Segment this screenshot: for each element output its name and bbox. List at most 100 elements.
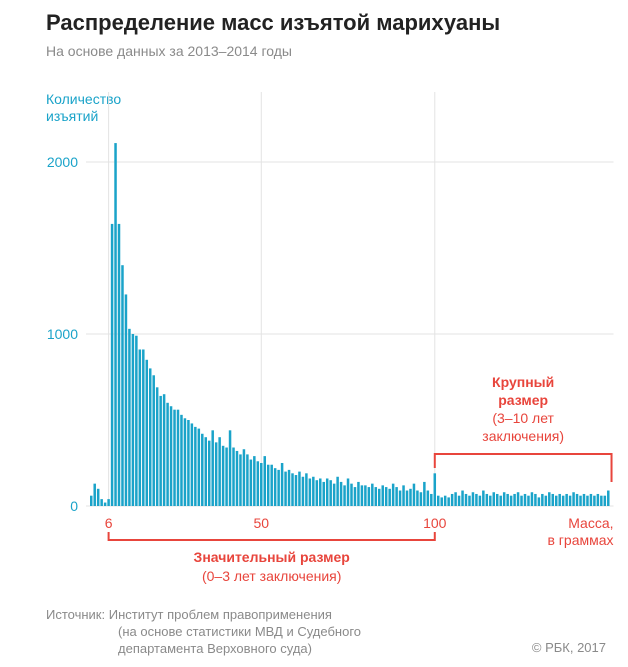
- histogram-bar: [270, 464, 273, 506]
- histogram-bar: [211, 430, 214, 506]
- y-axis-label-line-1: Количество: [46, 91, 122, 107]
- histogram-bar: [548, 492, 551, 506]
- histogram-bar: [527, 495, 530, 506]
- histogram-bar: [322, 481, 325, 506]
- histogram-bar: [201, 433, 204, 506]
- histogram-bar: [114, 143, 117, 506]
- histogram-bar: [495, 493, 499, 506]
- histogram-bar: [537, 497, 541, 506]
- histogram-bar: [166, 402, 169, 506]
- histogram-bar: [509, 495, 513, 506]
- histogram-bar: [214, 442, 218, 506]
- histogram-bar: [600, 495, 603, 506]
- y-tick-label: 2000: [47, 154, 78, 170]
- histogram-bar: [131, 334, 135, 506]
- histogram-bar: [107, 499, 110, 506]
- histogram-bar: [426, 490, 430, 506]
- histogram-bar: [128, 328, 131, 506]
- significant-size-label: Значительный размер: [194, 549, 350, 565]
- histogram-bar: [117, 223, 121, 507]
- histogram-bar: [173, 409, 176, 506]
- histogram-bar: [308, 478, 312, 506]
- histogram-bar: [461, 490, 464, 506]
- x-tick-label: 6: [105, 515, 113, 531]
- histogram-bar: [246, 454, 249, 506]
- histogram-bar: [440, 497, 443, 506]
- large-size-bracket: [433, 453, 613, 482]
- histogram-bar: [277, 469, 280, 506]
- histogram-bar: [138, 349, 142, 506]
- source-line-1: Источник: Институт проблем правоприменен…: [46, 607, 332, 622]
- histogram-bar: [242, 449, 246, 506]
- histogram-bar: [235, 450, 239, 506]
- histogram-bar: [280, 463, 284, 506]
- histogram-bar: [260, 463, 263, 506]
- histogram-bar: [582, 493, 586, 506]
- histogram-bar: [142, 349, 145, 506]
- histogram-bar: [190, 423, 194, 506]
- copyright: © РБК, 2017: [531, 640, 606, 655]
- significant-size-bracket: [107, 532, 436, 541]
- histogram-bar: [409, 488, 412, 506]
- histogram-bar: [319, 478, 322, 506]
- histogram-bar: [103, 502, 107, 506]
- histogram-bar: [416, 490, 419, 506]
- histogram-bar: [520, 495, 523, 506]
- histogram-bar: [162, 394, 166, 506]
- large-size-term-line-2: заключения): [482, 428, 564, 444]
- histogram-bar: [301, 476, 305, 506]
- histogram-bar: [100, 499, 103, 506]
- histogram-bar: [506, 493, 509, 506]
- histogram-bar: [475, 493, 478, 506]
- histogram-bar: [457, 495, 461, 506]
- histogram-bar: [381, 485, 384, 506]
- histogram-bar: [218, 437, 221, 506]
- histogram-bar: [572, 492, 575, 506]
- histogram-bar: [110, 223, 114, 507]
- histogram-bar: [603, 495, 607, 506]
- histogram-bar: [534, 493, 537, 506]
- histogram-bar: [398, 490, 402, 506]
- histogram-bar: [371, 483, 374, 506]
- histogram-bar: [350, 483, 353, 506]
- histogram-bar: [148, 368, 152, 506]
- histogram-bar: [325, 478, 329, 506]
- histogram-bar: [343, 485, 346, 506]
- histogram-bar: [256, 461, 260, 506]
- histogram-bar: [253, 456, 256, 506]
- histogram-bar: [423, 481, 426, 506]
- histogram-bar: [516, 492, 520, 506]
- histogram-bar: [482, 490, 485, 506]
- histogram-chart: 0 1000 2000 6 50 100 Масса,в граммах Значительн…: [47, 92, 614, 584]
- histogram-bar: [294, 475, 298, 506]
- histogram-bar: [447, 497, 450, 506]
- histogram-bar: [391, 483, 395, 506]
- chart-title: Распределение масс изъятой марихуаны: [46, 10, 501, 35]
- histogram-bar: [291, 473, 294, 506]
- histogram-bar: [437, 495, 440, 506]
- histogram-bar: [266, 464, 270, 506]
- histogram-bar: [284, 471, 287, 506]
- histogram-bar: [364, 485, 367, 506]
- histogram-bar: [169, 406, 173, 506]
- histogram-bar: [593, 495, 596, 506]
- histogram-bar: [312, 476, 315, 506]
- histogram-bar: [145, 359, 149, 506]
- histogram-bar: [121, 265, 124, 506]
- histogram-bar: [419, 492, 423, 506]
- histogram-bar: [454, 492, 457, 506]
- histogram-bar: [384, 487, 388, 506]
- histogram-bar: [607, 490, 610, 506]
- histogram-bar: [388, 488, 391, 506]
- x-axis-label-line-1: Масса,: [568, 515, 613, 531]
- histogram-bar: [402, 485, 405, 506]
- source-line-3: департамента Верховного суда): [118, 641, 312, 656]
- histogram-bar: [489, 495, 492, 506]
- histogram-bar: [315, 480, 319, 506]
- histogram-bar: [90, 495, 93, 506]
- histogram-bar: [561, 495, 565, 506]
- chart-subtitle: На основе данных за 2013–2014 годы: [46, 43, 292, 59]
- histogram-bar: [485, 493, 489, 506]
- histogram-bar: [378, 488, 381, 506]
- histogram-bar: [346, 478, 350, 506]
